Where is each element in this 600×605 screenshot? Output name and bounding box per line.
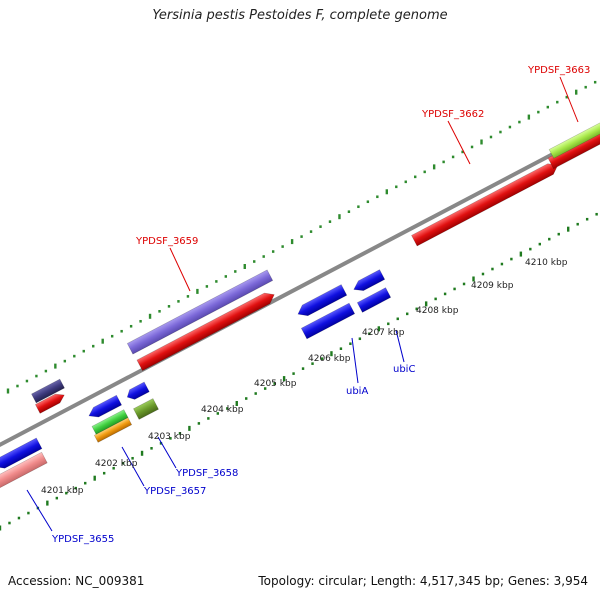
gene-feature-YPDSF_3658[interactable]: [133, 398, 159, 420]
feature-shape: [548, 121, 600, 159]
feature-shape: [91, 409, 129, 435]
scale-labels: 4201 kbp 4202 kbp 4203 kbp 4204 kbp 4205…: [41, 258, 568, 496]
scale-label: 4210 kbp: [525, 258, 568, 268]
gene-feature-YPDSF_3657[interactable]: [91, 409, 129, 435]
label-leader-line: [26, 489, 53, 532]
gene-label[interactable]: YPDSF_3659: [135, 236, 198, 247]
feature-shape: [136, 292, 275, 372]
label-leader-line: [121, 446, 145, 487]
gene-feature-YPDSF_3662[interactable]: [411, 160, 561, 247]
label-leader-line: [395, 329, 405, 363]
feature-shape: [34, 393, 65, 414]
scale-label: 4203 kbp: [148, 432, 191, 442]
genome-backbone: [0, 126, 600, 448]
genome-title: Yersinia pestis Pestoides F, complete ge…: [152, 8, 448, 23]
label-leader-line: [169, 247, 191, 292]
feature-shape: [353, 269, 386, 291]
tick-track: [0, 80, 598, 531]
scale-label: 4206 kbp: [308, 354, 351, 364]
scale-label: 4201 kbp: [41, 486, 84, 496]
gene-label[interactable]: YPDSF_3662: [421, 109, 484, 120]
feature-shape: [356, 287, 392, 313]
gene-feature-plus[interactable]: [34, 391, 66, 414]
gene-label[interactable]: YPDSF_3658: [175, 468, 238, 479]
gene-feature-ubiA[interactable]: [300, 302, 356, 340]
label-leader-line: [157, 436, 177, 469]
gene-feature-plus[interactable]: [136, 289, 277, 372]
label-leader-line: [559, 76, 579, 123]
gene-label[interactable]: YPDSF_3655: [51, 534, 114, 545]
gene-feature-minus[interactable]: [351, 269, 386, 295]
scale-label: 4208 kbp: [416, 306, 459, 316]
feature-shape: [133, 398, 159, 420]
feature-shape: [88, 394, 123, 418]
gene-feature-minus[interactable]: [125, 381, 150, 402]
label-leader-line: [447, 120, 471, 165]
gene-label[interactable]: YPDSF_3657: [143, 486, 206, 497]
feature-shape: [0, 437, 43, 469]
label-leader-line: [351, 337, 359, 384]
gene-labels: YPDSF_3655 YPDSF_3657 YPDSF_3658 ubiA ub…: [51, 65, 590, 545]
gene-feature-YPDSF_3659[interactable]: [126, 269, 274, 355]
gene-feature-YPDSF_3655[interactable]: [0, 451, 48, 493]
feature-shape: [411, 163, 559, 247]
scale-label: 4209 kbp: [471, 281, 514, 291]
gene-label[interactable]: ubiA: [346, 386, 368, 397]
gene-label[interactable]: ubiC: [393, 364, 415, 375]
label-leaders: [26, 76, 579, 532]
gene-label[interactable]: YPDSF_3663: [527, 65, 590, 76]
scale-label: 4202 kbp: [95, 459, 138, 469]
scale-label: 4207 kbp: [362, 328, 405, 338]
gene-feature-YPDSF_3656[interactable]: [31, 378, 65, 404]
genome-summary-text: Topology: circular; Length: 4,517,345 bp…: [258, 574, 588, 588]
gene-feature-minus[interactable]: [295, 284, 348, 320]
feature-shape: [297, 284, 348, 317]
scale-label: 4205 kbp: [254, 379, 297, 389]
feature-shape: [0, 451, 48, 493]
feature-shape: [93, 417, 133, 443]
scale-label: 4204 kbp: [201, 405, 244, 415]
gene-feature-minus[interactable]: [86, 394, 123, 421]
feature-shape: [300, 302, 356, 340]
feature-track: [0, 121, 600, 493]
feature-shape: [126, 381, 150, 400]
feature-shape: [126, 269, 274, 355]
gene-feature-minus[interactable]: [93, 417, 133, 443]
accession-text: Accession: NC_009381: [8, 574, 145, 588]
gene-feature-plus[interactable]: [548, 121, 600, 159]
gene-feature-minus[interactable]: [0, 437, 43, 472]
gene-feature-ubiC[interactable]: [356, 287, 392, 313]
feature-shape: [31, 378, 65, 404]
